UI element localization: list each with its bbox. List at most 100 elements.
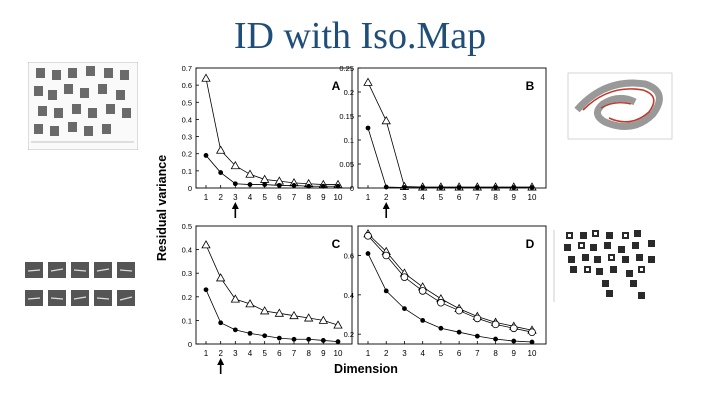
y-tick-label: 0.5 [182,222,192,231]
x-tick-label: 3 [233,193,238,202]
data-point-triangle [289,310,299,320]
faces-embedding-thumbnail [28,62,138,150]
x-tick-label: 2 [384,349,389,358]
x-tick-label: 10 [334,349,343,358]
data-point-circle [382,251,391,260]
data-point-circle [455,306,463,315]
data-point-triangle [318,315,329,324]
y-tick-label: 0.2 [182,293,192,302]
data-point-dot [511,185,517,190]
data-point-dot [291,336,297,342]
data-point-dot [529,339,535,345]
series-line-triangle [205,78,338,185]
x-tick-label: 5 [439,349,444,358]
dimension-arrow-head [231,202,239,209]
x-tick-label: 8 [493,193,498,202]
x-tick-label: 6 [457,193,462,202]
data-point-triangle [245,299,255,308]
x-tick-label: 10 [528,193,537,202]
series-line-dot [367,127,532,188]
x-tick-label: 9 [512,349,517,358]
slide-title: ID with Iso.Map [233,15,487,57]
data-point-dot [438,325,444,331]
series-line-triangle [205,244,339,326]
series-line-dot [367,253,533,343]
series-line-triangle [367,82,532,188]
dimension-arrow-head [382,202,390,209]
x-tick-label: 9 [512,193,517,202]
x-tick-label: 2 [384,193,389,202]
data-point-triangle [381,115,391,125]
data-point-triangle [230,160,241,170]
data-point-triangle [201,73,211,82]
data-point-dot [529,185,535,190]
series-line-dot [205,155,338,187]
data-point-dot [474,333,480,339]
data-point-dot [383,184,389,190]
data-point-dot [493,185,498,190]
data-point-dot [420,318,426,323]
y-tick-label: 0.05 [339,160,354,169]
x-tick-label: 3 [402,193,407,202]
data-point-dot [402,185,407,190]
data-point-triangle [245,169,255,178]
data-point-triangle [363,77,373,86]
data-point-triangle [201,240,211,249]
x-tick-label: 1 [366,193,371,202]
y-tick-label: 0.4 [182,115,192,124]
x-tick-label: 8 [306,349,311,358]
data-point-circle [473,314,482,323]
data-point-triangle [259,306,270,315]
y-tick-label: 0 [188,340,192,349]
y-tick-label: 0.6 [344,252,354,261]
data-point-triangle [215,145,226,154]
data-point-triangle [230,294,241,303]
x-tick-label: 1 [204,193,209,202]
data-point-circle [437,298,445,307]
panel-letter: B [526,79,535,93]
y-tick-label: 0.2 [344,88,354,97]
x-tick-label: 6 [277,349,282,358]
y-tick-label: 0.5 [182,98,192,107]
panel-letter: C [332,237,341,251]
x-tick-label: 3 [233,349,238,358]
data-point-dot [420,185,426,190]
data-point-dot [232,327,238,333]
y-tick-label: 0 [350,184,354,193]
data-point-dot [335,339,341,345]
data-point-dot [474,185,480,190]
panel-frame [357,67,547,189]
data-point-circle [418,287,427,295]
x-tick-label: 10 [528,349,537,358]
panel-d: 0.2 0.4 0.6 1 2 3 4 5 6 7 8 9 10 D [344,225,547,358]
data-point-dot [306,336,312,342]
panel-frame [195,225,353,345]
y-tick-label: 0.1 [182,316,192,325]
data-point-circle [491,320,500,329]
data-point-dot [438,185,444,190]
data-point-dot [276,183,282,188]
data-point-dot [402,306,407,311]
data-point-dot [511,338,517,344]
x-tick-label: 7 [292,349,297,358]
y-tick-label: 0.2 [182,150,192,159]
data-point-circle [509,324,518,333]
x-tick-label: 10 [334,193,343,202]
y-tick-label: 0.1 [182,167,192,176]
panel-a: 0 0.1 0.2 0.3 0.4 0.5 0.6 0.7 1 2 3 4 5 6 7 8 9 10 A [182,64,353,218]
data-point-dot [247,182,253,187]
x-axis-label: Dimension [334,362,398,376]
x-tick-label: 9 [321,193,326,202]
x-tick-label: 1 [366,349,371,358]
y-tick-label: 0.3 [182,269,192,278]
data-point-triangle [274,308,285,317]
data-point-dot [218,170,224,175]
data-point-dot [203,153,209,158]
data-point-dot [218,320,224,326]
panel-letter: D [526,237,535,251]
data-point-circle [400,273,409,281]
y-tick-label: 0.15 [339,112,354,121]
x-tick-label: 5 [262,349,267,358]
y-tick-label: 0.4 [182,246,192,255]
